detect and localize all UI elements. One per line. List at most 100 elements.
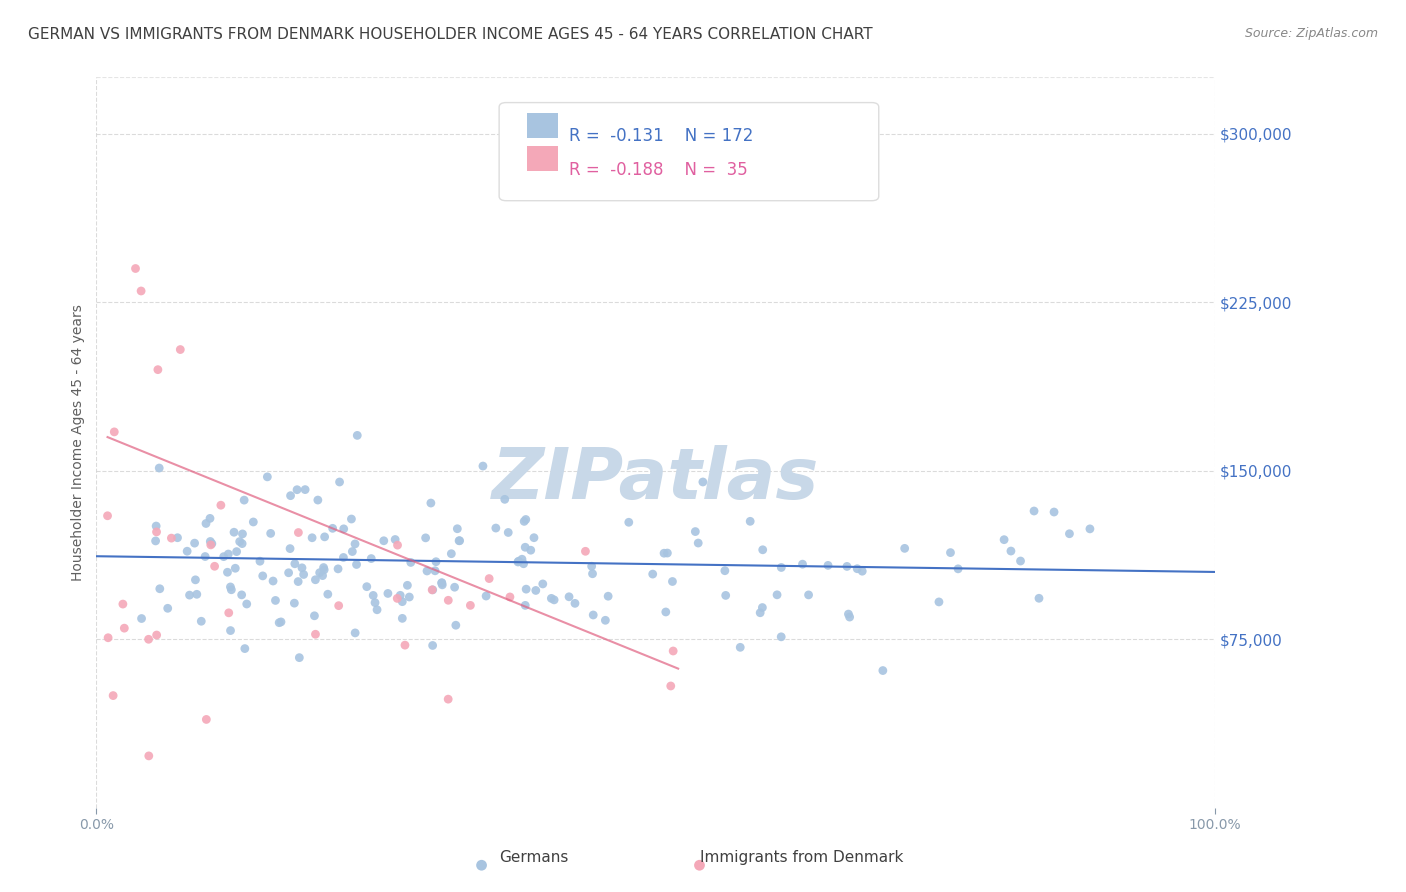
Point xyxy=(217,566,239,580)
Point xyxy=(581,559,603,574)
Point xyxy=(264,593,287,607)
Point xyxy=(652,546,675,560)
Point xyxy=(513,515,536,529)
Point xyxy=(287,574,309,589)
Y-axis label: Householder Income Ages 45 - 64 years: Householder Income Ages 45 - 64 years xyxy=(72,304,86,582)
Point xyxy=(111,597,134,611)
Point xyxy=(1022,504,1045,518)
Point xyxy=(391,611,413,625)
Point xyxy=(430,575,453,590)
Point xyxy=(443,580,465,594)
Point xyxy=(340,512,363,526)
Point xyxy=(145,519,167,533)
Point xyxy=(558,590,581,604)
Point xyxy=(422,582,444,597)
Point xyxy=(939,546,962,560)
Point xyxy=(219,624,242,638)
Point xyxy=(280,489,302,503)
Point xyxy=(166,531,188,545)
Point xyxy=(200,538,222,552)
Point xyxy=(183,536,205,550)
Point xyxy=(228,534,250,549)
Point xyxy=(364,596,387,610)
Point xyxy=(792,557,814,571)
Point xyxy=(209,498,232,512)
Point xyxy=(449,533,471,548)
Point xyxy=(499,590,522,604)
Point xyxy=(148,461,170,475)
Point xyxy=(284,557,307,571)
Point xyxy=(218,606,240,620)
Point xyxy=(659,679,682,693)
Point xyxy=(425,555,447,569)
Point xyxy=(419,496,441,510)
Point xyxy=(314,530,336,544)
Point xyxy=(346,558,368,572)
Point xyxy=(314,563,336,577)
Point xyxy=(1043,505,1066,519)
Point xyxy=(389,588,412,602)
Point xyxy=(838,610,860,624)
Point xyxy=(217,547,239,561)
Point xyxy=(269,615,291,630)
Point xyxy=(222,525,245,540)
Point xyxy=(231,536,253,550)
Point xyxy=(531,577,554,591)
Point xyxy=(373,533,395,548)
Point xyxy=(460,599,482,613)
Point xyxy=(835,559,858,574)
Point xyxy=(437,692,460,706)
Point xyxy=(494,492,516,507)
Point xyxy=(508,554,530,568)
Point xyxy=(190,614,212,628)
Point xyxy=(146,362,169,376)
Point xyxy=(131,611,153,625)
Point xyxy=(1000,544,1022,558)
Point xyxy=(872,664,894,678)
Point xyxy=(1010,554,1032,568)
Point xyxy=(249,554,271,568)
Point xyxy=(766,588,789,602)
Point xyxy=(751,542,773,557)
Point xyxy=(432,578,454,592)
Point xyxy=(692,475,714,489)
Point xyxy=(285,483,308,497)
Point xyxy=(262,574,284,588)
Point xyxy=(304,573,326,587)
Point xyxy=(194,549,217,564)
Point xyxy=(837,607,859,621)
Point xyxy=(291,561,314,575)
Point xyxy=(797,588,820,602)
Point xyxy=(156,601,179,615)
Point xyxy=(662,644,685,658)
Point xyxy=(301,531,323,545)
Point xyxy=(169,343,191,357)
Point xyxy=(149,582,172,596)
Point xyxy=(440,547,463,561)
Point xyxy=(195,713,218,727)
Point xyxy=(574,544,596,558)
Point xyxy=(145,533,167,548)
Text: Immigrants from Denmark: Immigrants from Denmark xyxy=(700,850,903,865)
Point xyxy=(344,537,367,551)
Point xyxy=(184,573,207,587)
Point xyxy=(101,689,124,703)
Point xyxy=(360,551,382,566)
Point xyxy=(524,583,547,598)
Point xyxy=(485,521,508,535)
Point xyxy=(179,588,201,602)
Point xyxy=(231,527,253,541)
Point xyxy=(582,607,605,622)
Point xyxy=(444,618,467,632)
Point xyxy=(332,550,354,565)
Point xyxy=(475,589,498,603)
Point xyxy=(186,587,208,601)
Point xyxy=(515,599,537,613)
Point xyxy=(728,640,751,655)
Point xyxy=(394,638,416,652)
Point xyxy=(523,531,546,545)
Point xyxy=(212,549,235,564)
Point xyxy=(377,586,399,600)
Point xyxy=(993,533,1015,547)
Point xyxy=(304,627,326,641)
